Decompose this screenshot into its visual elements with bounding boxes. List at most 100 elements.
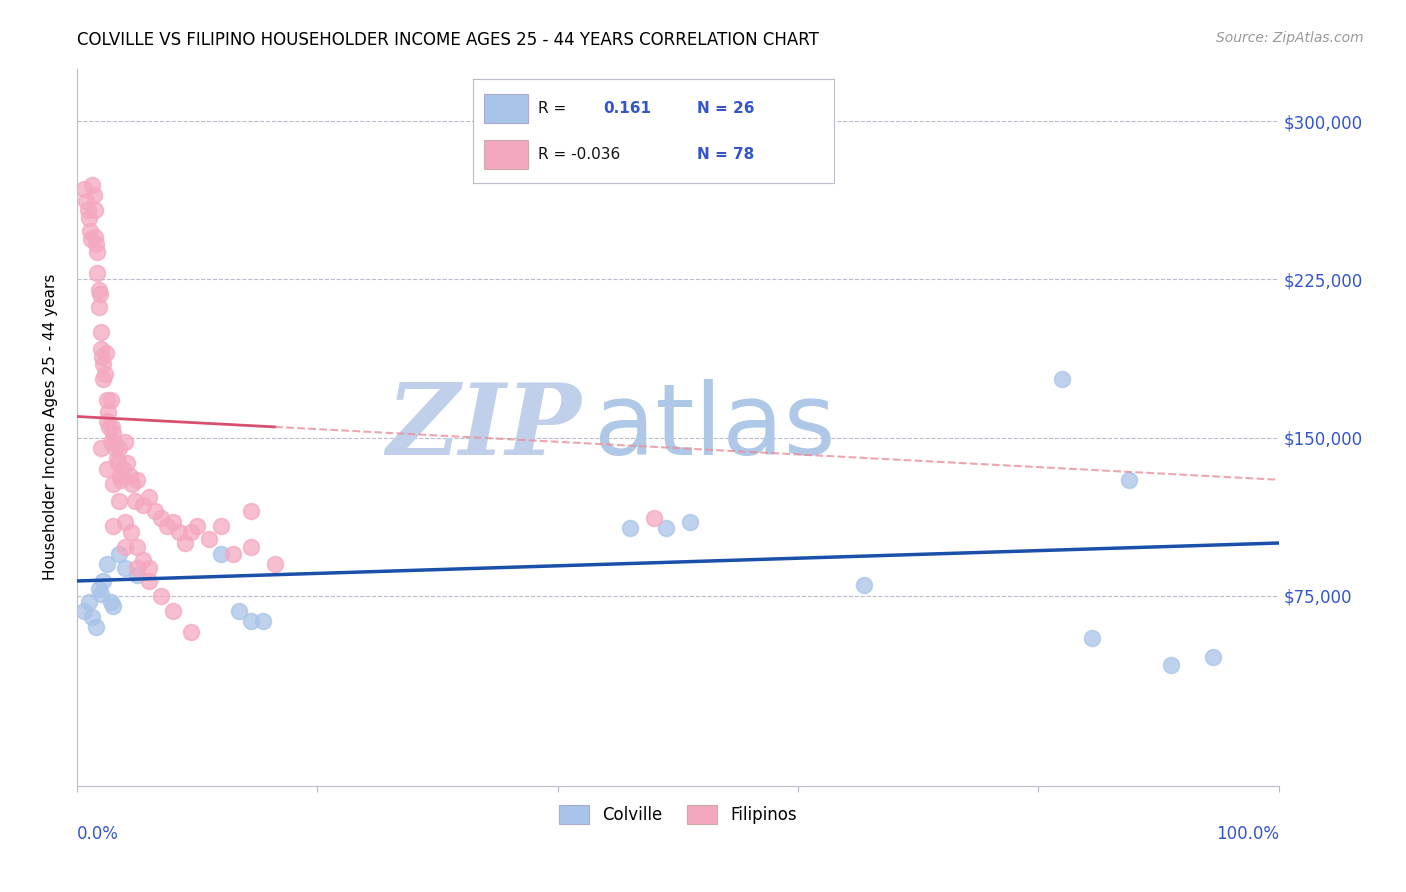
Point [87,300,110,314]
Point [125,473,148,487]
Point [86,245,108,260]
Point [98,420,121,434]
Point [91,351,114,365]
Point [73,182,96,196]
Point [91,574,114,588]
Point [100,595,122,609]
Point [96,462,118,476]
Point [114,434,136,449]
Point [100,434,122,449]
Point [138,574,160,588]
Point [108,547,131,561]
Point [1118,473,1140,487]
Point [1201,649,1223,664]
Point [96,414,118,428]
Point [91,371,114,385]
Point [679,515,702,529]
Point [150,510,173,524]
Text: COLVILLE VS FILIPINO HOUSEHOLDER INCOME AGES 25 - 44 YEARS CORRELATION CHART: COLVILLE VS FILIPINO HOUSEHOLDER INCOME … [77,31,820,49]
Point [209,547,232,561]
Point [86,266,108,280]
Point [180,624,202,639]
Point [138,561,160,575]
Point [90,587,112,601]
Point [97,405,120,419]
Point [83,188,105,202]
Point [111,462,134,476]
Point [1160,658,1182,673]
Point [90,441,112,455]
Point [77,211,100,226]
Point [104,441,127,455]
Point [101,426,124,441]
Point [80,232,103,246]
Point [77,595,100,609]
Point [108,493,131,508]
Point [96,557,118,571]
Legend: Colville, Filipinos: Colville, Filipinos [553,798,804,831]
Text: atlas: atlas [593,378,835,475]
Point [174,536,197,550]
Point [125,567,148,582]
Point [1052,371,1074,385]
Point [91,357,114,371]
Point [100,420,122,434]
Point [101,477,124,491]
Point [180,525,202,540]
Point [114,540,136,554]
Point [655,521,678,535]
Point [853,578,876,592]
Point [101,519,124,533]
Point [121,477,143,491]
Point [101,599,124,614]
Point [118,468,141,483]
Point [1081,631,1104,645]
Point [252,614,274,628]
Point [138,490,160,504]
Point [108,468,131,483]
Point [114,561,136,575]
Point [79,224,101,238]
Point [108,441,131,455]
Point [89,287,111,301]
Point [103,434,125,449]
Point [162,603,184,617]
Point [143,504,166,518]
Point [132,553,155,567]
Point [228,603,250,617]
Point [93,368,115,382]
Point [107,456,129,470]
Point [264,557,287,571]
Point [240,540,263,554]
Text: 100.0%: 100.0% [1216,825,1279,843]
Point [619,521,641,535]
Point [84,620,107,634]
Point [76,202,98,217]
Point [240,614,263,628]
Point [222,547,245,561]
Y-axis label: Householder Income Ages 25 - 44 years: Householder Income Ages 25 - 44 years [44,274,58,580]
Point [114,515,136,529]
Point [198,532,221,546]
Point [643,510,665,524]
Point [82,178,104,192]
Text: ZIP: ZIP [387,379,582,475]
Point [240,504,263,518]
Point [132,498,155,512]
Point [110,473,132,487]
Text: 0.0%: 0.0% [77,825,118,843]
Point [73,603,96,617]
Point [87,582,110,597]
Text: Source: ZipAtlas.com: Source: ZipAtlas.com [1216,31,1364,45]
Point [83,230,105,244]
Point [100,392,122,407]
Point [76,194,98,209]
Point [120,525,142,540]
Point [82,610,104,624]
Point [94,346,117,360]
Point [84,236,107,251]
Point [150,589,173,603]
Point [156,519,179,533]
Point [186,519,208,533]
Point [87,283,110,297]
